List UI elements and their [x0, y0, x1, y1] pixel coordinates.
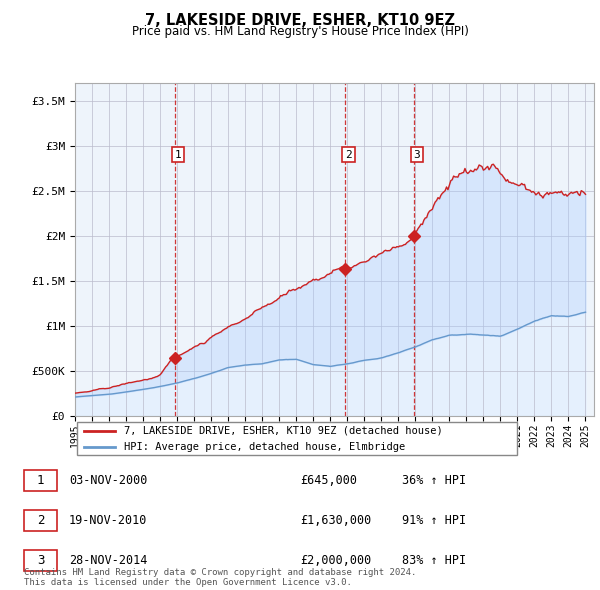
Text: £1,630,000: £1,630,000 — [300, 514, 371, 527]
Text: 2: 2 — [37, 514, 44, 527]
FancyBboxPatch shape — [77, 422, 517, 455]
Text: 3: 3 — [37, 554, 44, 567]
Text: 28-NOV-2014: 28-NOV-2014 — [69, 554, 148, 567]
Text: 83% ↑ HPI: 83% ↑ HPI — [402, 554, 466, 567]
Text: 19-NOV-2010: 19-NOV-2010 — [69, 514, 148, 527]
Text: 91% ↑ HPI: 91% ↑ HPI — [402, 514, 466, 527]
Text: 1: 1 — [37, 474, 44, 487]
Text: 7, LAKESIDE DRIVE, ESHER, KT10 9EZ: 7, LAKESIDE DRIVE, ESHER, KT10 9EZ — [145, 13, 455, 28]
Text: 7, LAKESIDE DRIVE, ESHER, KT10 9EZ (detached house): 7, LAKESIDE DRIVE, ESHER, KT10 9EZ (deta… — [124, 425, 443, 435]
Text: Price paid vs. HM Land Registry's House Price Index (HPI): Price paid vs. HM Land Registry's House … — [131, 25, 469, 38]
Text: £645,000: £645,000 — [300, 474, 357, 487]
Text: 36% ↑ HPI: 36% ↑ HPI — [402, 474, 466, 487]
Text: 3: 3 — [413, 150, 421, 160]
Text: 2: 2 — [345, 150, 352, 160]
Text: Contains HM Land Registry data © Crown copyright and database right 2024.
This d: Contains HM Land Registry data © Crown c… — [24, 568, 416, 587]
Text: 03-NOV-2000: 03-NOV-2000 — [69, 474, 148, 487]
Text: 1: 1 — [175, 150, 181, 160]
Text: £2,000,000: £2,000,000 — [300, 554, 371, 567]
Text: HPI: Average price, detached house, Elmbridge: HPI: Average price, detached house, Elmb… — [124, 442, 405, 453]
